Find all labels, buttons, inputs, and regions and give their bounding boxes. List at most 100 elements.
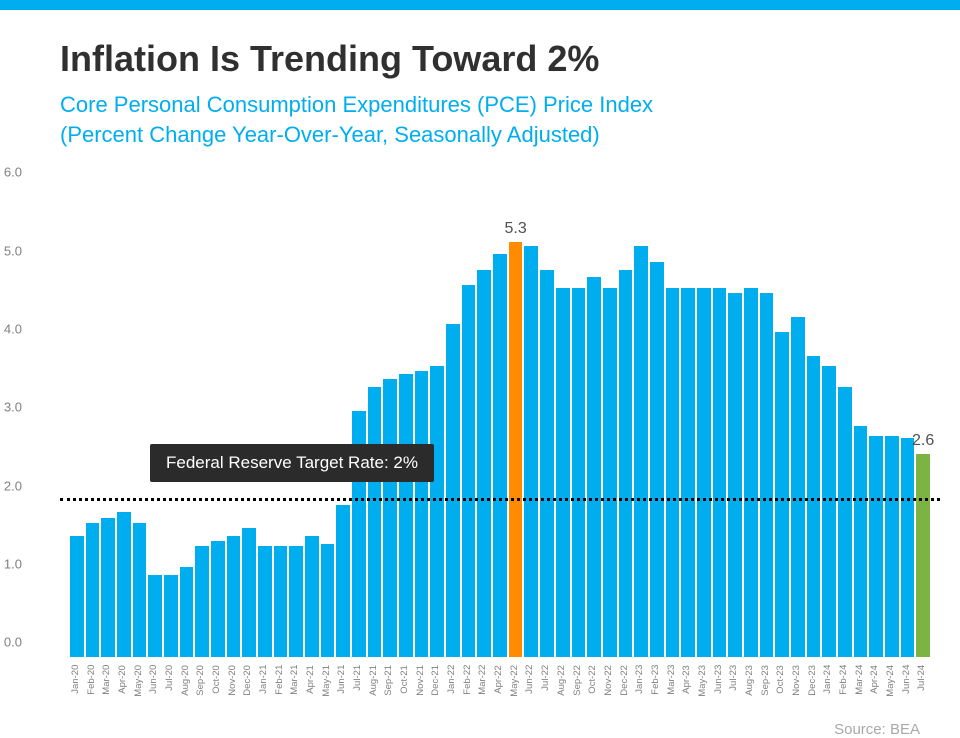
x-axis-tick: Jan-24 bbox=[822, 665, 836, 697]
x-axis-labels: Jan-20Feb-20Mar-20Apr-20May-20Jun-20Jul-… bbox=[70, 665, 930, 697]
subtitle-line-1: Core Personal Consumption Expenditures (… bbox=[60, 92, 653, 117]
x-axis-tick: May-23 bbox=[697, 665, 711, 697]
data-bar bbox=[148, 575, 162, 657]
x-axis-tick: Mar-24 bbox=[854, 665, 868, 697]
data-bar bbox=[744, 288, 758, 658]
data-bar: 2.6 bbox=[916, 454, 930, 658]
x-axis-tick: Nov-23 bbox=[791, 665, 805, 697]
x-axis-tick: Oct-20 bbox=[211, 665, 225, 697]
x-axis-tick: Feb-24 bbox=[838, 665, 852, 697]
data-bar bbox=[289, 546, 303, 657]
data-bar bbox=[728, 293, 742, 657]
data-bar bbox=[446, 324, 460, 657]
header-block: Inflation Is Trending Toward 2% Core Per… bbox=[0, 10, 960, 157]
x-axis-tick: Jul-20 bbox=[164, 665, 178, 697]
x-axis-tick: Feb-21 bbox=[274, 665, 288, 697]
x-axis-tick: Mar-23 bbox=[666, 665, 680, 697]
x-axis-tick: Apr-21 bbox=[305, 665, 319, 697]
data-bar bbox=[556, 288, 570, 658]
x-axis-tick: Sep-20 bbox=[195, 665, 209, 697]
data-bar bbox=[791, 317, 805, 658]
chart-plot-area: 0.01.02.03.04.05.06.0 5.32.6 Federal Res… bbox=[70, 187, 930, 657]
y-axis-tick: 3.0 bbox=[4, 400, 22, 415]
subtitle-line-2: (Percent Change Year-Over-Year, Seasonal… bbox=[60, 122, 600, 147]
x-axis-tick: Dec-20 bbox=[242, 665, 256, 697]
x-axis-tick: Dec-22 bbox=[619, 665, 633, 697]
data-bar bbox=[133, 523, 147, 658]
bar-value-label: 5.3 bbox=[505, 220, 527, 238]
x-axis-tick: Mar-20 bbox=[101, 665, 115, 697]
y-axis-tick: 0.0 bbox=[4, 635, 22, 650]
data-bar bbox=[227, 536, 241, 657]
data-bar bbox=[477, 270, 491, 658]
x-axis-tick: Sep-21 bbox=[383, 665, 397, 697]
data-bar bbox=[430, 366, 444, 657]
x-axis-tick: Jul-23 bbox=[728, 665, 742, 697]
x-axis-tick: Jul-24 bbox=[916, 665, 930, 697]
data-bar bbox=[336, 505, 350, 658]
data-bar bbox=[540, 270, 554, 658]
x-axis-tick: Sep-23 bbox=[760, 665, 774, 697]
x-axis-tick: Sep-22 bbox=[572, 665, 586, 697]
data-bar bbox=[258, 546, 272, 657]
data-bar bbox=[603, 288, 617, 658]
x-axis-tick: Oct-21 bbox=[399, 665, 413, 697]
data-bar bbox=[572, 288, 586, 658]
x-axis-tick: Oct-22 bbox=[587, 665, 601, 697]
x-axis-tick: Dec-23 bbox=[807, 665, 821, 697]
x-axis-tick: Feb-22 bbox=[462, 665, 476, 697]
x-axis-tick: Aug-21 bbox=[368, 665, 382, 697]
source-attribution: Source: BEA bbox=[0, 721, 960, 738]
x-axis-tick: Jul-21 bbox=[352, 665, 366, 697]
data-bar bbox=[634, 246, 648, 657]
data-bar bbox=[164, 575, 178, 657]
x-axis-tick: May-21 bbox=[321, 665, 335, 697]
data-bar bbox=[117, 512, 131, 657]
data-bar bbox=[493, 254, 507, 657]
x-axis-tick: Dec-21 bbox=[430, 665, 444, 697]
x-axis-tick: Apr-24 bbox=[869, 665, 883, 697]
data-bar bbox=[838, 387, 852, 657]
data-bar bbox=[321, 544, 335, 658]
x-axis-tick: Feb-23 bbox=[650, 665, 664, 697]
data-bar bbox=[399, 374, 413, 658]
x-axis-tick: Apr-22 bbox=[493, 665, 507, 697]
data-bar bbox=[713, 288, 727, 658]
data-bar bbox=[415, 371, 429, 657]
data-bar bbox=[650, 262, 664, 658]
x-axis-tick: May-20 bbox=[133, 665, 147, 697]
x-axis-tick: Mar-21 bbox=[289, 665, 303, 697]
bar-value-label: 2.6 bbox=[912, 432, 934, 450]
x-axis-tick: Jan-22 bbox=[446, 665, 460, 697]
data-bar bbox=[666, 288, 680, 658]
data-bar bbox=[86, 523, 100, 658]
data-bar bbox=[180, 567, 194, 657]
data-bar bbox=[195, 546, 209, 657]
y-axis-tick: 5.0 bbox=[4, 243, 22, 258]
x-axis-tick: May-24 bbox=[885, 665, 899, 697]
x-axis-tick: Aug-22 bbox=[556, 665, 570, 697]
x-axis-tick: May-22 bbox=[509, 665, 523, 697]
x-axis-tick: Jan-23 bbox=[634, 665, 648, 697]
x-axis-tick: Jan-20 bbox=[70, 665, 84, 697]
x-axis-tick: Mar-22 bbox=[477, 665, 491, 697]
x-axis-tick: Jan-21 bbox=[258, 665, 272, 697]
x-axis-tick: Nov-20 bbox=[227, 665, 241, 697]
x-axis-tick: Aug-20 bbox=[180, 665, 194, 697]
data-bar bbox=[869, 436, 883, 657]
x-axis-tick: Jul-22 bbox=[540, 665, 554, 697]
data-bar bbox=[462, 285, 476, 657]
data-bar bbox=[775, 332, 789, 657]
bars-container: 5.3 2.6 bbox=[70, 187, 930, 657]
data-bar bbox=[101, 518, 115, 657]
data-bar bbox=[807, 356, 821, 658]
data-bar: 5.3 bbox=[509, 242, 523, 657]
x-axis-tick: Nov-22 bbox=[603, 665, 617, 697]
data-bar bbox=[619, 270, 633, 658]
data-bar bbox=[274, 546, 288, 657]
data-bar bbox=[383, 379, 397, 657]
x-axis-tick: Nov-21 bbox=[415, 665, 429, 697]
data-bar bbox=[854, 426, 868, 657]
x-axis-tick: Feb-20 bbox=[86, 665, 100, 697]
x-axis-tick: Aug-23 bbox=[744, 665, 758, 697]
